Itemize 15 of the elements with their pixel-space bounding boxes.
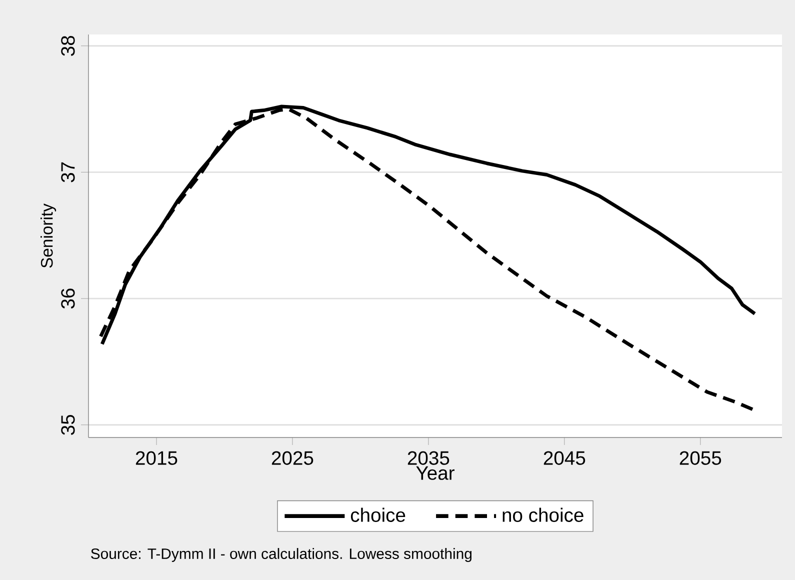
y-axis-title: Seniority [40,204,56,268]
y-tick-label: 37 [61,162,75,182]
line-series [98,107,756,412]
x-tick-label: 2035 [408,451,450,465]
x-tick-label: 2055 [680,451,722,465]
x-axis-title: Year [416,466,454,480]
legend-label: choice [350,508,406,522]
x-tick-label: 2025 [272,451,314,465]
y-tick-label: 35 [61,414,75,435]
x-tick-label: 2015 [136,451,178,465]
y-tick-label: 38 [61,36,75,56]
x-tick-label: 2045 [544,451,586,465]
y-tick-label: 36 [61,288,75,309]
legend-label: no choice [502,508,584,522]
source-note: Source: T-Dymm II - own calculations. Lowess smoothing [91,548,472,562]
